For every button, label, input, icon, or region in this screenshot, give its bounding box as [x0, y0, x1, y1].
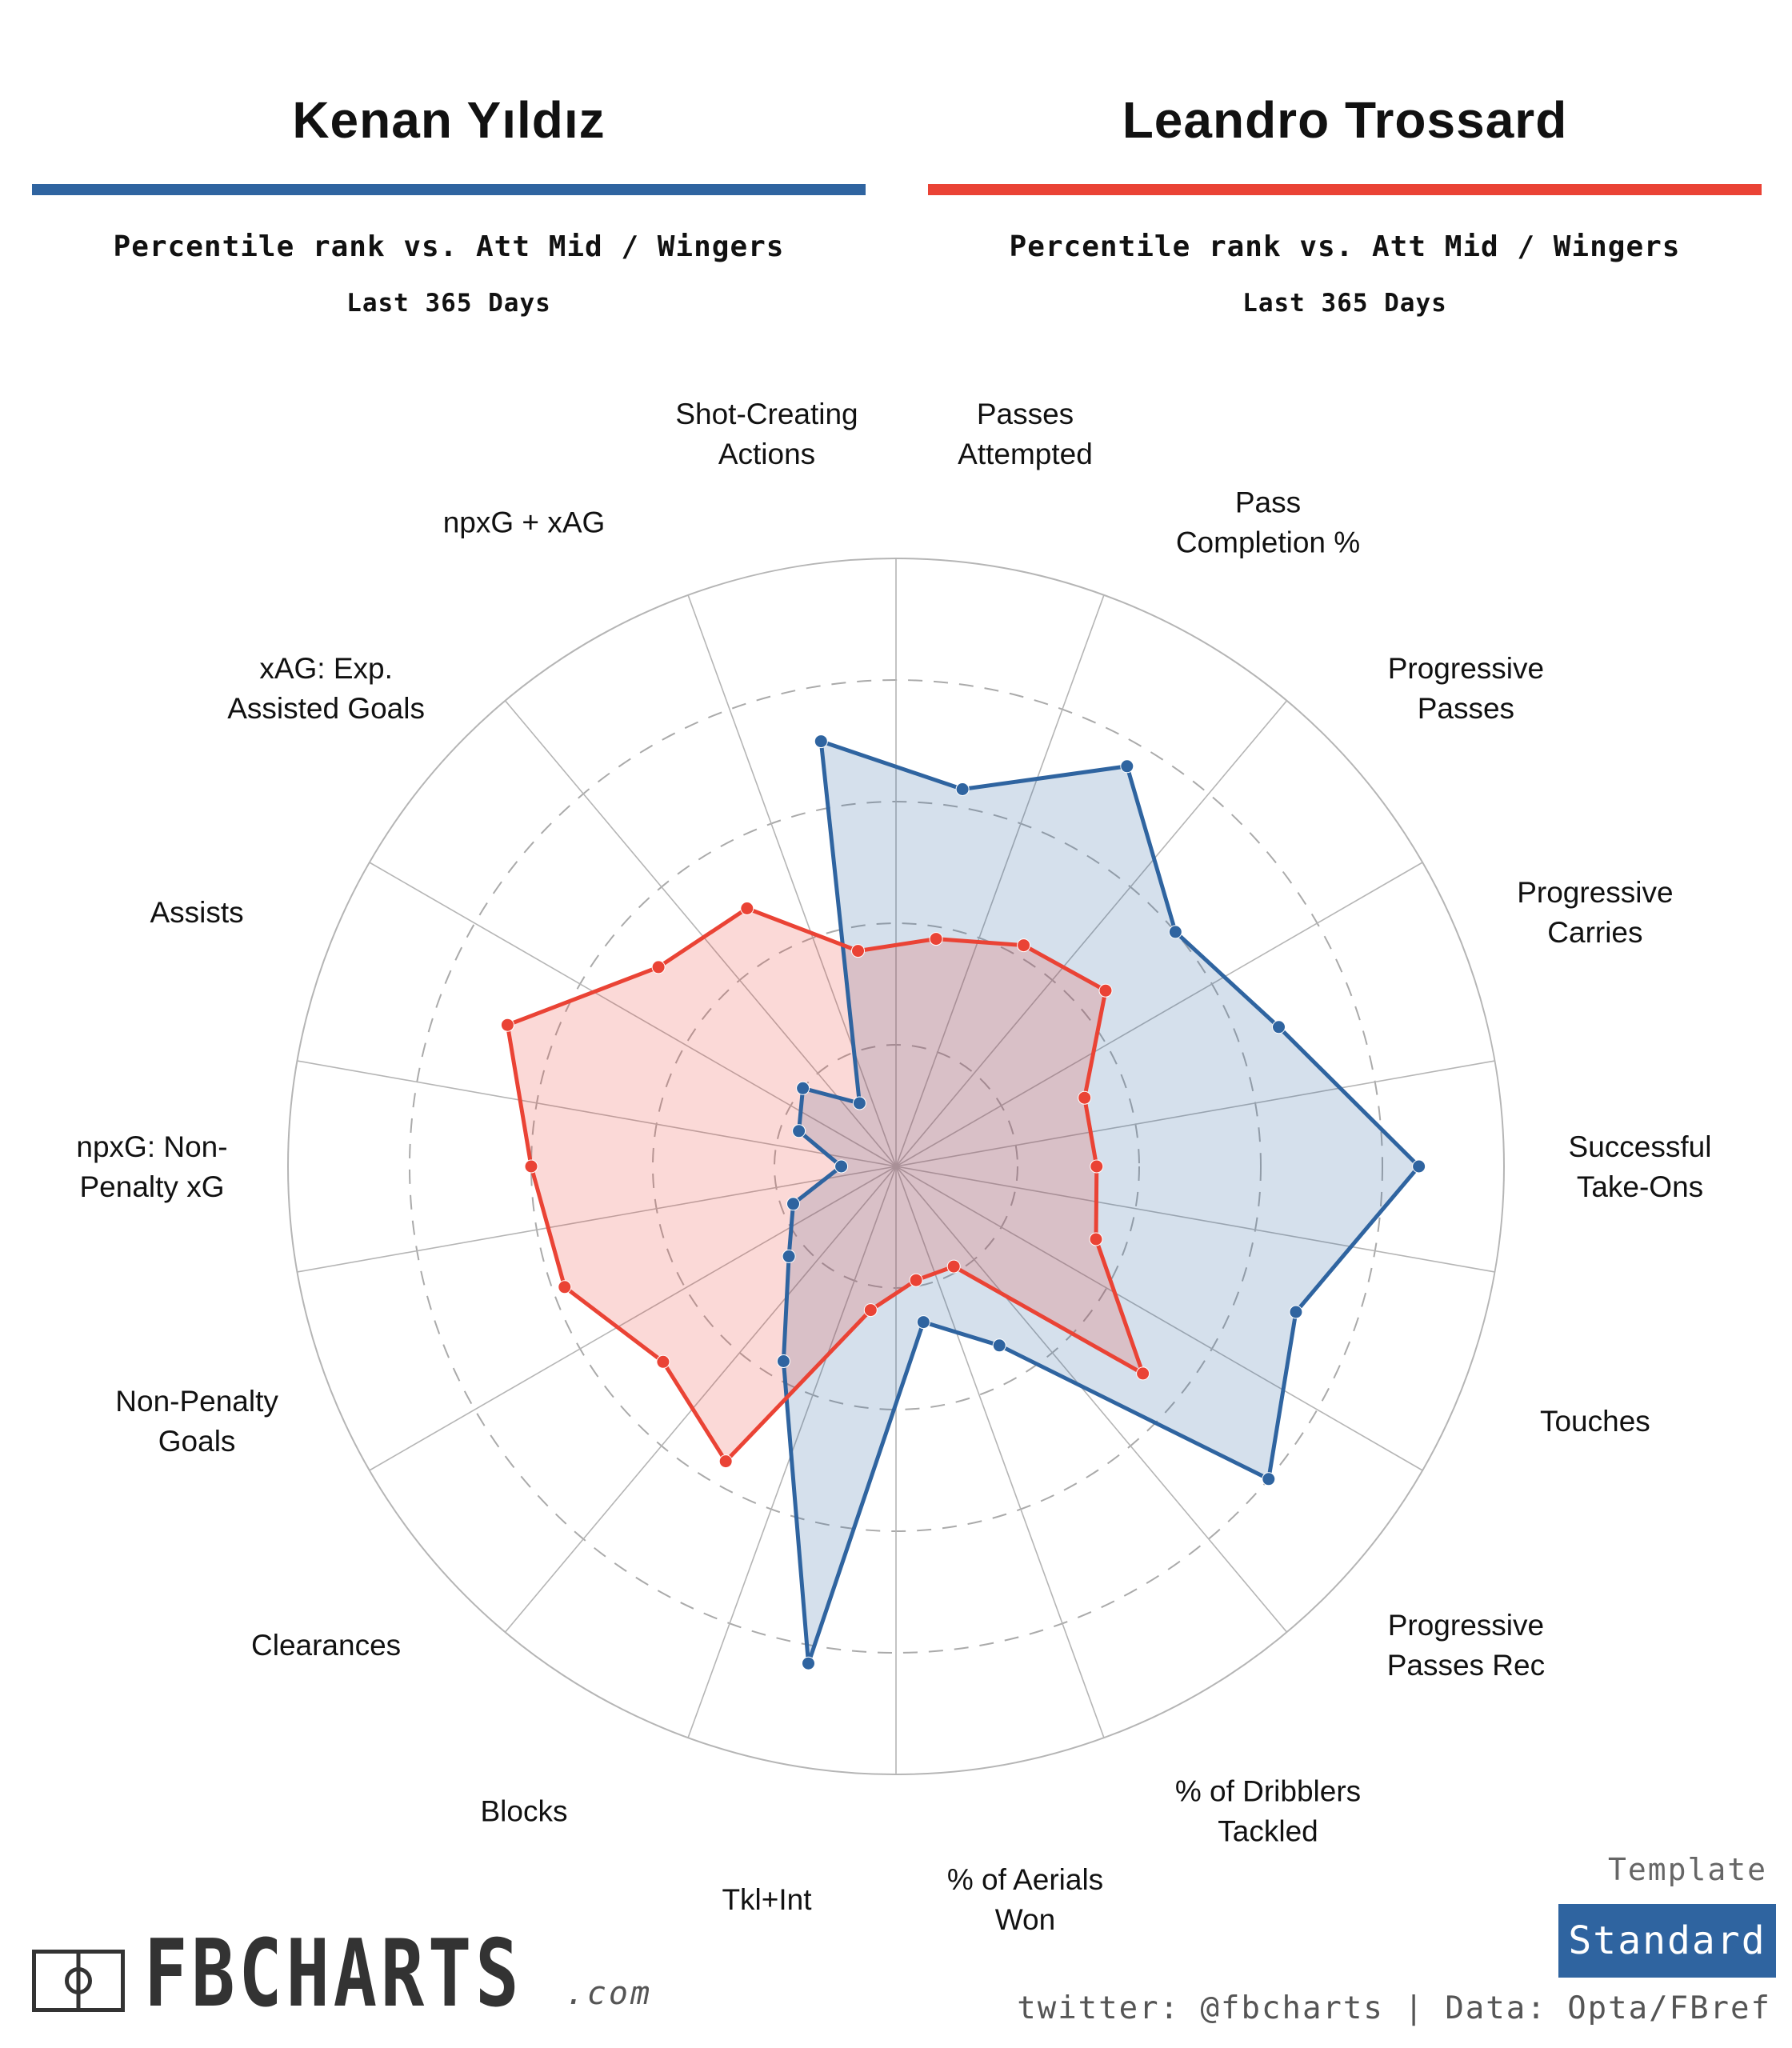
- series-1-point-11: [776, 1354, 790, 1368]
- logo-suffix: .com: [565, 1975, 653, 2013]
- series-1-point-1: [955, 782, 970, 796]
- series-1-point-16: [796, 1081, 810, 1095]
- series-1-point-13: [786, 1197, 800, 1211]
- axis-label-4: Progressive Carries: [1517, 876, 1673, 949]
- series-1-point-18: [814, 734, 828, 749]
- axis-label-3: Progressive Passes: [1388, 652, 1544, 725]
- series-2-point-14: [524, 1159, 538, 1174]
- series-area-1: [783, 741, 1419, 1664]
- series-2-point-15: [500, 1018, 514, 1032]
- series-2-point-4: [1078, 1090, 1092, 1105]
- series-2-point-3: [1098, 983, 1113, 998]
- template-badge: Standard: [1558, 1904, 1776, 1978]
- logo-wordmark: FBCHARTS: [144, 1920, 523, 2028]
- series-1-point-17: [852, 1096, 866, 1110]
- axis-label-18: Shot-Creating Actions: [675, 398, 858, 470]
- series-1-point-4: [1272, 1020, 1286, 1034]
- axis-label-8: % of Dribblers Tackled: [1175, 1774, 1361, 1847]
- player-color-bar-right: [928, 184, 1762, 195]
- axis-label-12: Clearances: [251, 1629, 401, 1662]
- series-2-point-10: [863, 1303, 878, 1318]
- series-2-point-7: [1136, 1366, 1150, 1381]
- series-2-point-13: [558, 1280, 572, 1294]
- series-2-point-16: [651, 960, 666, 974]
- series-2-point-11: [718, 1454, 733, 1469]
- player-header-right: Leandro Trossard Percentile rank vs. Att…: [928, 80, 1762, 318]
- player-period-right: Last 365 Days: [1242, 289, 1447, 318]
- radar-spoke-3: [895, 700, 1288, 1167]
- series-2-point-18: [851, 944, 865, 958]
- series-2-point-9: [909, 1273, 923, 1287]
- fbcharts-logo: FBCHARTS .com: [32, 1920, 653, 2028]
- player-subtitle-left: Percentile rank vs. Att Mid / Wingers: [113, 230, 785, 263]
- radar-spoke-14: [297, 1166, 897, 1273]
- credits-text: twitter: @fbcharts | Data: Opta/FBref: [1017, 1990, 1771, 2026]
- axis-label-7: Progressive Passes Rec: [1387, 1609, 1545, 1682]
- axis-label-2: Pass Completion %: [1176, 486, 1360, 559]
- series-area-2: [507, 908, 1143, 1462]
- radar-spoke-18: [687, 594, 897, 1167]
- axis-label-9: % of Aerials Won: [947, 1863, 1103, 1936]
- series-1-point-5: [1412, 1159, 1426, 1174]
- player-subtitle-right: Percentile rank vs. Att Mid / Wingers: [1009, 230, 1681, 263]
- player-name-right: Leandro Trossard: [1122, 91, 1568, 149]
- series-1-point-6: [1289, 1305, 1303, 1319]
- series-1-point-14: [834, 1159, 849, 1174]
- template-label: Template: [1608, 1852, 1768, 1887]
- radar-spoke-13: [369, 1166, 897, 1471]
- series-2-point-12: [656, 1354, 670, 1369]
- pitch-icon: [32, 1950, 125, 2013]
- axis-label-11: Blocks: [481, 1794, 568, 1827]
- series-1-point-2: [1120, 759, 1134, 774]
- series-2-point-1: [929, 932, 943, 946]
- radar-spoke-8: [895, 1166, 1288, 1633]
- series-2-point-17: [740, 902, 754, 915]
- series-1-point-12: [782, 1249, 796, 1263]
- radar-grid-ring-2: [652, 922, 1140, 1410]
- player-color-bar-left: [32, 184, 866, 195]
- radar-spoke-2: [895, 594, 1105, 1167]
- axis-label-6: Touches: [1540, 1405, 1650, 1438]
- axis-label-13: Non-Penalty Goals: [115, 1385, 278, 1458]
- series-1-point-10: [802, 1656, 815, 1670]
- axis-label-15: Assists: [150, 896, 244, 929]
- player-name-left: Kenan Yıldız: [292, 91, 606, 149]
- player-period-left: Last 365 Days: [346, 289, 551, 318]
- axis-label-17: npxG + xAG: [443, 506, 606, 539]
- axis-label-10: Tkl+Int: [722, 1883, 812, 1916]
- radar-spoke-17: [504, 700, 897, 1167]
- radar-spoke-7: [895, 1166, 1423, 1471]
- series-2-point-8: [946, 1259, 961, 1274]
- radar-spoke-12: [504, 1166, 897, 1633]
- series-2-point-6: [1089, 1232, 1103, 1246]
- radar-spoke-16: [369, 862, 897, 1167]
- axis-label-5: Successful Take-Ons: [1569, 1130, 1712, 1203]
- series-1-point-3: [1168, 925, 1182, 939]
- radar-spoke-6: [895, 1166, 1495, 1273]
- series-1-point-7: [1262, 1472, 1276, 1486]
- series-2-point-5: [1090, 1159, 1104, 1174]
- radar-spoke-5: [895, 1060, 1495, 1167]
- axis-label-1: Passes Attempted: [958, 398, 1093, 470]
- series-1-point-9: [916, 1315, 930, 1330]
- player-header-left: Kenan Yıldız Percentile rank vs. Att Mid…: [32, 80, 866, 318]
- axis-label-14: npxG: Non-Penalty xG: [76, 1130, 227, 1203]
- series-2-point-2: [1017, 938, 1031, 953]
- series-1-point-15: [792, 1124, 806, 1138]
- radar-spoke-4: [895, 862, 1423, 1167]
- axis-label-16: xAG: Exp. Assisted Goals: [227, 652, 425, 725]
- radar-spoke-9: [895, 1166, 1105, 1738]
- series-1-point-8: [992, 1338, 1006, 1353]
- radar-spoke-15: [297, 1060, 897, 1167]
